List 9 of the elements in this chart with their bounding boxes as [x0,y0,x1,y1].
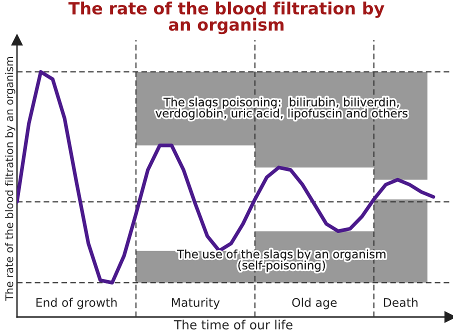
x-axis-title: The time of our life [174,320,292,330]
annotation: End of growth [36,298,117,310]
annotation: Maturity [172,298,220,310]
chart-title: The rate of the blood filtration by an organism [68,2,384,34]
y-axis-title: The rate of the blood filtration by an organism [5,57,16,301]
annotation: The use of the slags by an organism (self-poisoning) [176,249,386,272]
annotation: Old age [292,298,337,310]
annotation: The slags poisoning: bilirubin, biliverdin, verdoglobin, uric acid, lipofuscin and others [156,97,408,120]
annotation: Death [384,298,418,307]
